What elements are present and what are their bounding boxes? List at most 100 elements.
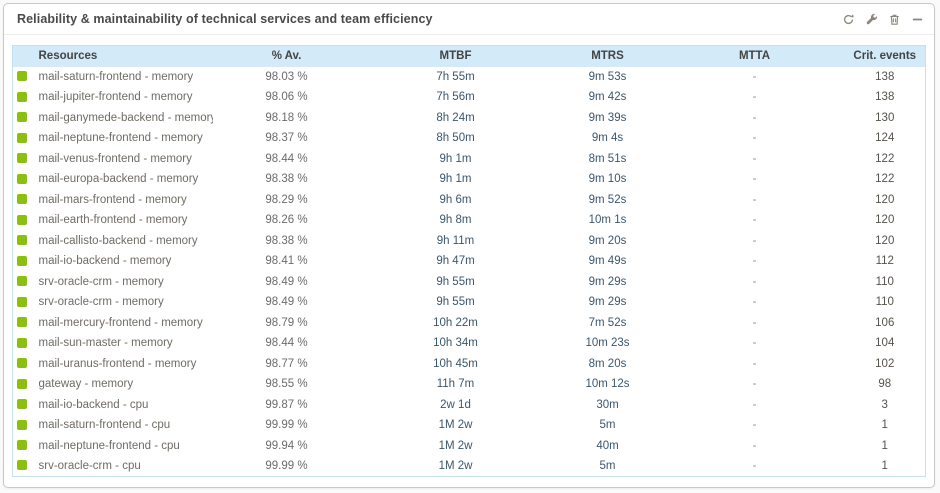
resource-name[interactable]: mail-io-backend - memory (38, 255, 172, 268)
resource-name[interactable]: mail-mercury-frontend - memory (38, 316, 203, 329)
mtrs-value: 7m 52s (588, 316, 627, 329)
resource-name[interactable]: mail-io-backend - cpu (38, 398, 149, 411)
mtta-value: - (752, 132, 757, 145)
mtrs-value: 9m 10s (588, 173, 627, 186)
resource-name[interactable]: mail-saturn-frontend - memory (38, 70, 194, 83)
table-row[interactable]: gateway - memory 98.55 % 11h 7m 10m 12s - 98 (12, 374, 926, 395)
resource-name[interactable]: mail-europa-backend - memory (38, 173, 199, 186)
mtta-value: - (752, 255, 757, 268)
table-row[interactable]: mail-earth-frontend - memory 98.26 % 9h 8m… (12, 210, 926, 231)
mtta-value: - (752, 214, 757, 227)
availability-value: 98.18 % (265, 111, 308, 124)
availability-value: 98.26 % (265, 214, 308, 227)
resource-name[interactable]: mail-jupiter-frontend - memory (38, 91, 193, 104)
availability-value: 98.41 % (265, 255, 308, 268)
mtbf-value: 7h 55m (436, 70, 475, 83)
resource-name[interactable]: mail-venus-frontend - memory (38, 152, 192, 165)
status-ok-icon (17, 419, 27, 430)
wrench-icon[interactable] (864, 12, 878, 26)
resource-name[interactable]: mail-callisto-backend - memory (38, 234, 198, 247)
status-cell (13, 292, 39, 313)
crit-events-value: 112 (875, 255, 894, 268)
status-ok-icon (17, 173, 27, 184)
crit-events-value: 1 (881, 439, 888, 452)
resource-name[interactable]: mail-neptune-frontend - memory (38, 132, 203, 145)
resource-name[interactable]: gateway - memory (38, 378, 134, 391)
status-cell (13, 333, 39, 354)
resource-name[interactable]: mail-mars-frontend - memory (38, 193, 187, 206)
status-cell (13, 128, 39, 149)
mtbf-value: 9h 8m (439, 214, 472, 227)
mtta-value: - (752, 275, 757, 288)
table-row[interactable]: mail-mercury-frontend - memory 98.79 % 10h… (12, 312, 926, 333)
mtbf-value: 9h 11m (436, 234, 475, 247)
table-row[interactable]: srv-oracle-crm - memory 98.49 % 9h 55m 9m 2… (12, 271, 926, 292)
table-row[interactable]: mail-venus-frontend - memory 98.44 % 9h 1m… (12, 148, 926, 169)
availability-value: 98.44 % (265, 337, 308, 350)
status-cell (13, 415, 39, 436)
table-row[interactable]: mail-saturn-frontend - memory 98.03 % 7h 5… (12, 66, 926, 87)
column-header-resources: Resources (38, 50, 98, 63)
status-ok-icon (17, 317, 27, 328)
crit-events-value: 138 (875, 70, 895, 83)
widget-panel: Reliability & maintainability of technic… (3, 3, 935, 488)
mtbf-value: 1M 2w (438, 439, 473, 452)
table-row[interactable]: mail-neptune-frontend - cpu 99.94 % 1M 2w 4… (12, 435, 926, 457)
table-row[interactable]: mail-io-backend - memory 98.41 % 9h 47m 9m … (12, 251, 926, 272)
mtrs-value: 9m 4s (591, 132, 624, 145)
delete-icon[interactable] (887, 12, 901, 26)
mtrs-value: 5m (599, 460, 616, 472)
status-column-header (13, 46, 39, 67)
resource-name[interactable]: mail-uranus-frontend - memory (38, 357, 197, 370)
status-ok-icon (17, 296, 27, 307)
resource-name[interactable]: mail-earth-frontend - memory (38, 214, 188, 227)
table-row[interactable]: mail-uranus-frontend - memory 98.77 % 10h … (12, 353, 926, 374)
resource-name[interactable]: mail-ganymede-backend - memory (38, 111, 213, 124)
status-cell (13, 436, 39, 457)
table-row[interactable]: mail-jupiter-frontend - memory 98.06 % 7h … (12, 87, 926, 108)
status-ok-icon (17, 378, 27, 389)
column-header-crit-events: Crit. events (853, 50, 917, 63)
table-body: mail-saturn-frontend - memory 98.03 % 7h 5… (12, 66, 926, 477)
crit-events-value: 3 (881, 398, 888, 411)
table-row[interactable]: mail-saturn-frontend - cpu 99.99 % 1M 2w 5m… (12, 415, 926, 436)
mtbf-value: 9h 1m (439, 173, 472, 186)
table-row[interactable]: mail-neptune-frontend - memory 98.37 % 8h … (12, 128, 926, 149)
minimize-icon[interactable] (910, 12, 924, 26)
resource-name[interactable]: srv-oracle-crm - memory (38, 275, 164, 288)
mtbf-value: 9h 1m (439, 152, 472, 165)
resource-name[interactable]: mail-saturn-frontend - cpu (38, 419, 171, 432)
resource-name[interactable]: srv-oracle-crm - memory (38, 296, 164, 309)
mtbf-value: 10h 22m (433, 316, 478, 329)
status-ok-icon (17, 194, 27, 205)
reliability-table: Resources % Av. MTBF MTRS MTTA Crit. events m… (12, 45, 926, 477)
resource-name[interactable]: mail-neptune-frontend - cpu (38, 439, 180, 452)
table-header-row: Resources % Av. MTBF MTRS MTTA Crit. events (12, 45, 926, 67)
availability-value: 99.99 % (265, 419, 308, 432)
refresh-icon[interactable] (841, 12, 855, 26)
crit-events-value: 98 (878, 378, 892, 391)
table-row[interactable]: mail-europa-backend - memory 98.38 % 9h 1m… (12, 169, 926, 190)
table-row[interactable]: srv-oracle-crm - cpu 99.99 % 1M 2w 5m - 1 (12, 456, 926, 477)
mtbf-value: 9h 6m (439, 193, 472, 206)
table-row[interactable]: mail-mars-frontend - memory 98.29 % 9h 6m 9… (12, 189, 926, 210)
crit-events-value: 120 (875, 193, 895, 206)
table-row[interactable]: mail-callisto-backend - memory 98.38 % 9h … (12, 230, 926, 251)
status-ok-icon (17, 235, 27, 246)
mtta-value: - (752, 91, 757, 104)
mtta-value: - (752, 419, 757, 432)
table-row[interactable]: srv-oracle-crm - memory 98.49 % 9h 55m 9m 2… (12, 292, 926, 313)
mtrs-value: 30m (596, 398, 619, 411)
table-row[interactable]: mail-io-backend - cpu 99.87 % 2w 1d 30m - 3 (12, 394, 926, 415)
table-row[interactable]: mail-sun-master - memory 98.44 % 10h 34m 10… (12, 333, 926, 354)
resource-name[interactable]: srv-oracle-crm - cpu (38, 460, 141, 472)
mtrs-value: 5m (599, 419, 616, 432)
resource-name[interactable]: mail-sun-master - memory (38, 337, 173, 350)
mtbf-value: 10h 34m (433, 337, 478, 350)
table-row[interactable]: mail-ganymede-backend - memory 98.18 % 8h … (12, 107, 926, 128)
crit-events-value: 122 (875, 152, 895, 165)
mtrs-value: 10m 12s (585, 378, 630, 391)
status-ok-icon (17, 276, 27, 287)
mtta-value: - (752, 173, 757, 186)
mtbf-value: 9h 55m (436, 296, 475, 309)
